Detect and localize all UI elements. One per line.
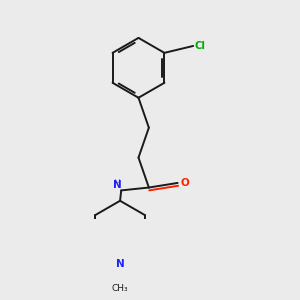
Text: CH₃: CH₃ — [112, 284, 128, 293]
Text: O: O — [181, 178, 189, 188]
Text: Cl: Cl — [195, 41, 206, 51]
Text: H: H — [113, 179, 120, 188]
Text: N: N — [116, 259, 124, 269]
Text: N: N — [113, 180, 122, 190]
